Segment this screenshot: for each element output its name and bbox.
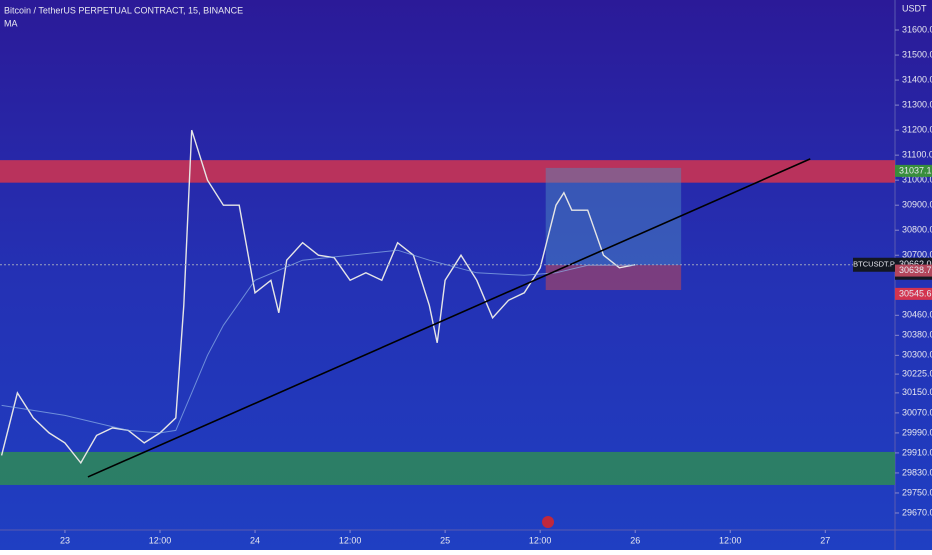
y-tick-label: 31400.0 <box>902 74 932 84</box>
price-tag-label: 30638.7 <box>899 265 932 275</box>
price-tag-label: 30545.6 <box>899 288 932 298</box>
y-tick-label: 30900.0 <box>902 200 932 210</box>
y-tick-label: 31000.0 <box>902 175 932 185</box>
price-tag-label: 31037.1 <box>899 165 932 175</box>
x-tick-label: 12:00 <box>529 535 552 545</box>
replay-icon[interactable] <box>542 516 554 528</box>
y-tick-label: 29670.0 <box>902 507 932 517</box>
zone <box>0 451 895 485</box>
y-tick-label: 31200.0 <box>902 124 932 134</box>
symbol-tag <box>853 257 895 272</box>
price-line <box>0 129 636 465</box>
y-tick-label: 30700.0 <box>902 250 932 260</box>
y-tick-label: 29750.0 <box>902 487 932 497</box>
loss-box <box>545 265 682 291</box>
x-tick-label: 12:00 <box>339 535 362 545</box>
y-tick-label: 30070.0 <box>902 407 932 417</box>
y-tick-label: 31600.0 <box>902 24 932 34</box>
y-tick-label: 29990.0 <box>902 427 932 437</box>
x-tick-label: 24 <box>250 535 260 545</box>
ma-line <box>1 249 636 434</box>
y-tick-label: 30380.0 <box>902 330 932 340</box>
x-tick-label: 25 <box>440 535 450 545</box>
y-tick-label: 29910.0 <box>902 447 932 457</box>
x-tick-label: 12:00 <box>149 535 172 545</box>
x-tick-label: 26 <box>630 535 640 545</box>
trendline <box>87 158 811 478</box>
y-tick-label: 31300.0 <box>902 99 932 109</box>
x-tick-label: 27 <box>820 535 830 545</box>
y-tick-label: 30800.0 <box>902 225 932 235</box>
y-tick-label: 30225.0 <box>902 368 932 378</box>
price-tag <box>895 264 932 277</box>
y-tick-label: 31100.0 <box>902 150 932 160</box>
x-tick-label: 12:00 <box>719 535 742 545</box>
price-tag-label: 30662.0 <box>899 259 932 269</box>
x-tick-label: 23 <box>60 535 70 545</box>
y-tick-label: 30460.0 <box>902 310 932 320</box>
price-tag <box>895 164 932 177</box>
y-tick-label: 29830.0 <box>902 467 932 477</box>
symbol-label: BTCUSDT.P <box>853 260 895 269</box>
zone <box>0 160 895 183</box>
y-tick-label: 30150.0 <box>902 387 932 397</box>
axis-unit: USDT <box>902 3 927 13</box>
y-tick-label: 30300.0 <box>902 350 932 360</box>
y-tick-label: 31500.0 <box>902 49 932 59</box>
profit-box <box>545 167 682 265</box>
price-tag <box>895 287 932 300</box>
indicator-label: MA <box>4 18 18 28</box>
chart-title: Bitcoin / TetherUS PERPETUAL CONTRACT, 1… <box>4 5 243 15</box>
